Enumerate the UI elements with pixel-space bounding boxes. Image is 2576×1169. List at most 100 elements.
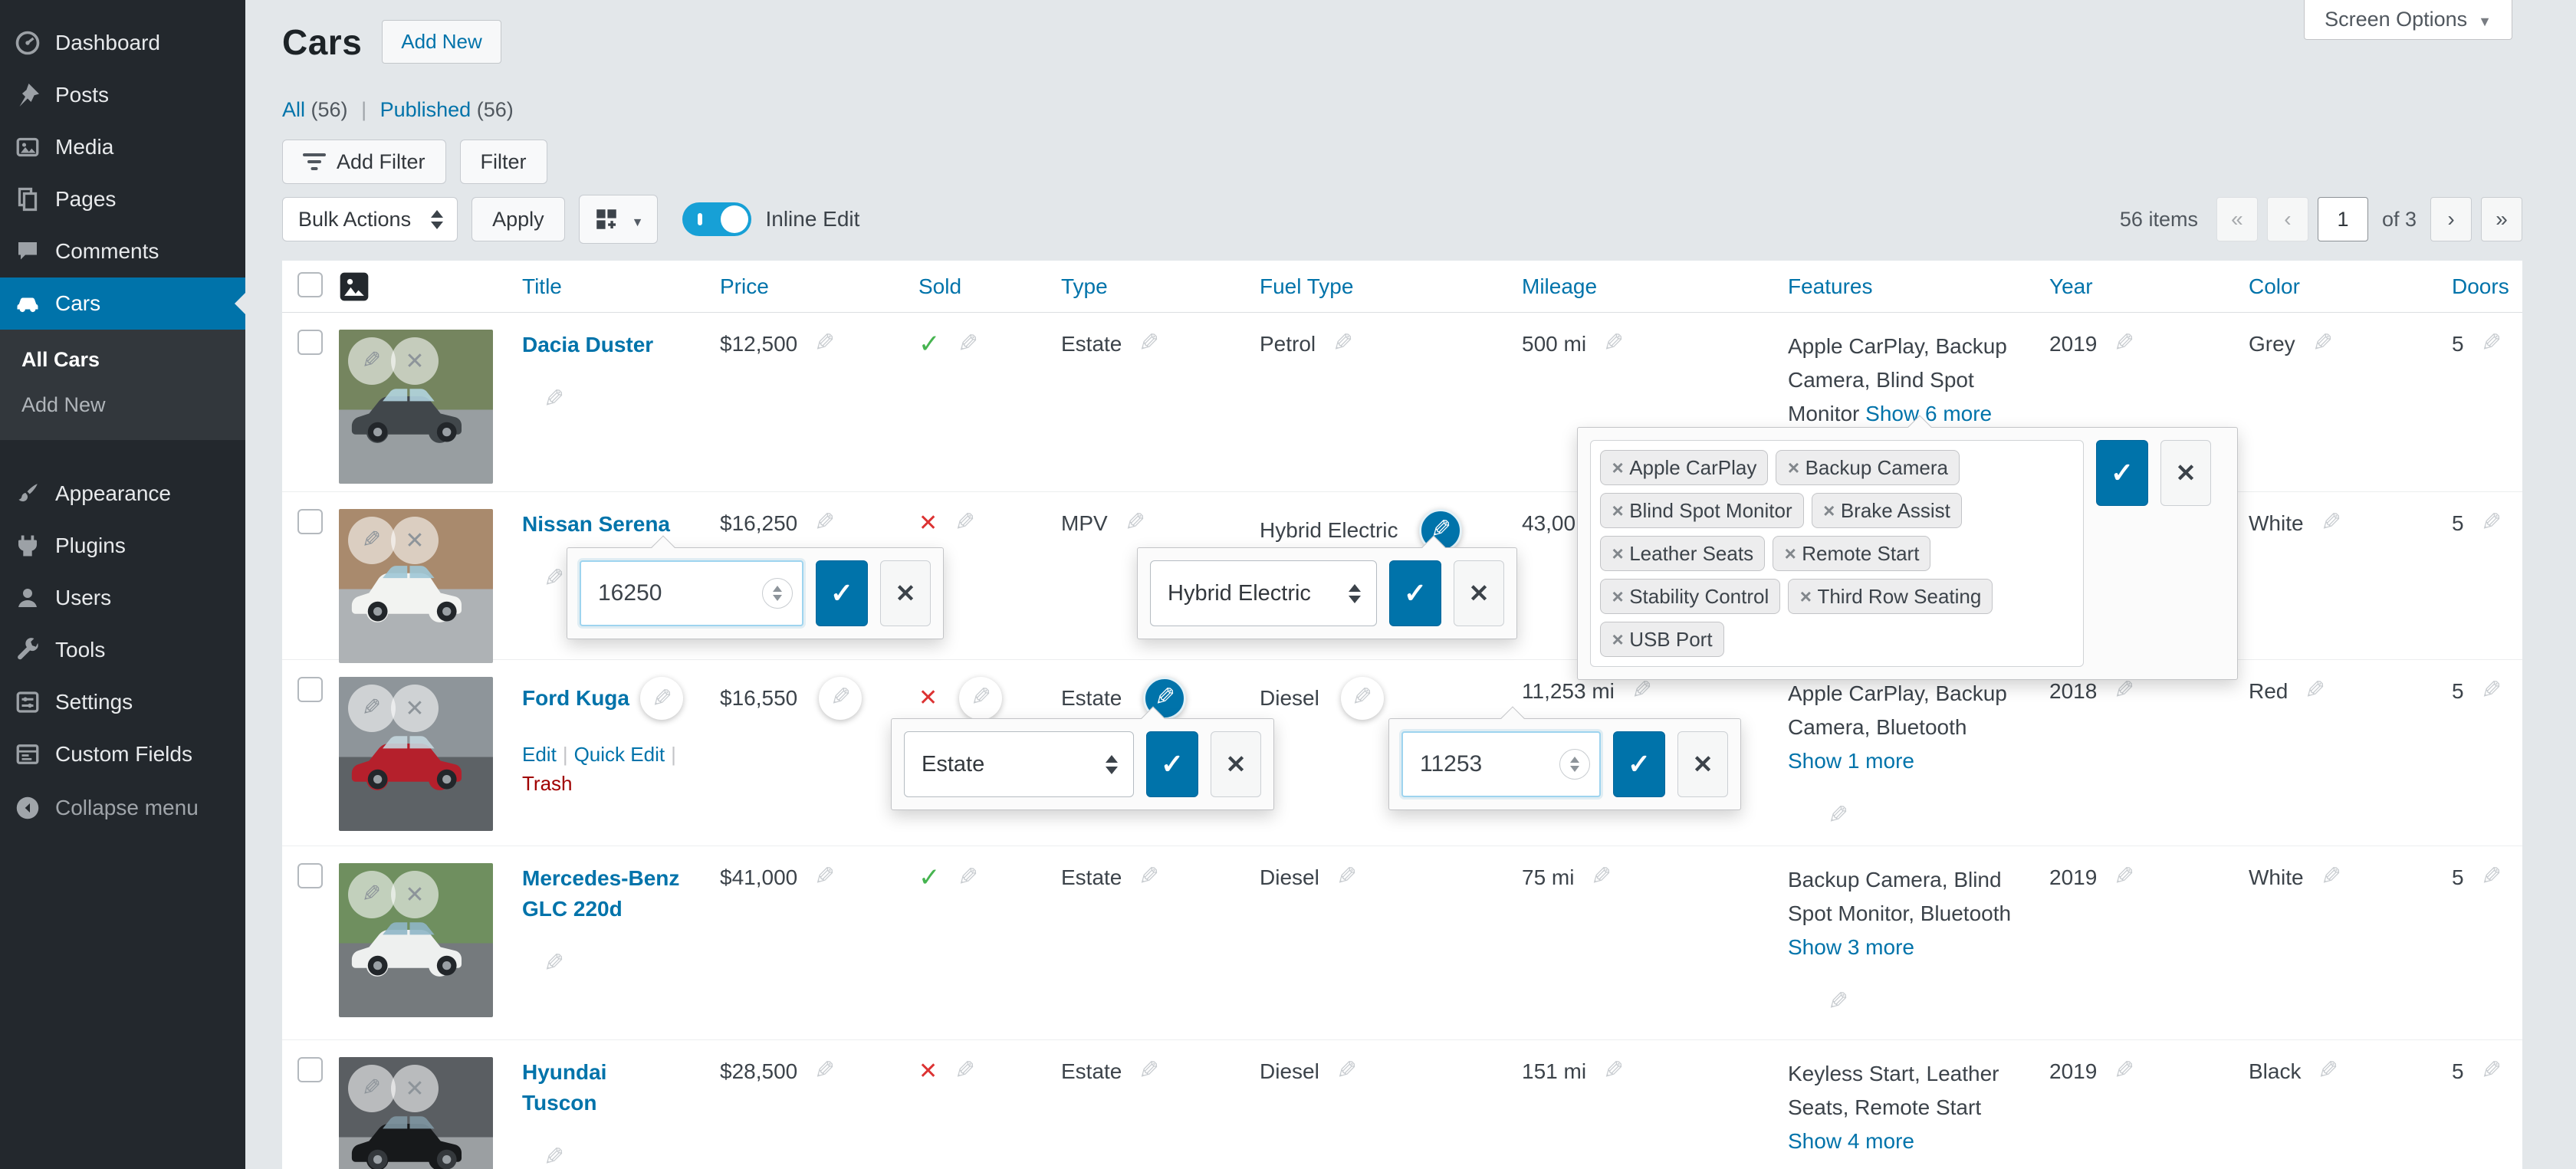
- type-edit-pencil-icon[interactable]: [1138, 863, 1159, 892]
- layout-switcher-button[interactable]: [578, 195, 659, 244]
- sold-edit-pencil-icon[interactable]: [955, 509, 975, 538]
- car-thumbnail[interactable]: [339, 509, 493, 663]
- confirm-button[interactable]: [1146, 731, 1198, 797]
- fuel-edit-pencil-icon[interactable]: [1332, 330, 1353, 359]
- doors-edit-pencil-icon[interactable]: [2481, 509, 2502, 538]
- car-thumbnail[interactable]: [339, 863, 493, 1017]
- mileage-edit-input[interactable]: [1401, 731, 1601, 797]
- cancel-button[interactable]: [1211, 731, 1261, 797]
- column-header-features[interactable]: Features: [1788, 274, 1873, 298]
- doors-edit-pencil-icon[interactable]: [2481, 330, 2502, 359]
- type-edit-pencil-icon[interactable]: [1125, 509, 1145, 538]
- color-edit-pencil-icon[interactable]: [2318, 1057, 2338, 1086]
- remove-tag-icon[interactable]: [1612, 628, 1623, 652]
- number-spinner[interactable]: [1559, 749, 1590, 780]
- remove-tag-icon[interactable]: [1823, 499, 1835, 523]
- car-thumbnail[interactable]: [339, 677, 493, 831]
- remove-tag-icon[interactable]: [1612, 456, 1623, 480]
- column-header-price[interactable]: Price: [720, 274, 769, 298]
- submenu-item-add-new[interactable]: Add New: [21, 393, 106, 416]
- features-tag-input[interactable]: Apple CarPlay Backup Camera Blind Spot M…: [1590, 440, 2084, 667]
- price-edit-pencil-icon[interactable]: [814, 330, 835, 359]
- add-filter-button[interactable]: Add Filter: [282, 140, 446, 184]
- feature-tag[interactable]: Backup Camera: [1776, 450, 1960, 485]
- row-checkbox[interactable]: [297, 509, 323, 534]
- feature-tag[interactable]: Blind Spot Monitor: [1600, 493, 1804, 528]
- fuel-type-select[interactable]: Hybrid Electric: [1150, 560, 1377, 626]
- feature-tag[interactable]: Remote Start: [1773, 536, 1931, 571]
- show-more-features-link[interactable]: Show 1 more: [1788, 749, 1914, 773]
- type-edit-pencil-icon[interactable]: [1138, 330, 1159, 359]
- mileage-edit-pencil-icon[interactable]: [1603, 1057, 1624, 1086]
- title-edit-pencil-icon[interactable]: [544, 386, 564, 411]
- confirm-button[interactable]: [1613, 731, 1665, 797]
- select-all-checkbox[interactable]: [297, 271, 323, 297]
- row-title-link[interactable]: Dacia Duster: [522, 333, 654, 356]
- sidebar-item-posts[interactable]: Posts: [0, 69, 245, 121]
- sidebar-item-plugins[interactable]: Plugins: [0, 520, 245, 572]
- price-edit-pencil-icon[interactable]: [819, 677, 863, 720]
- row-checkbox[interactable]: [297, 1057, 323, 1082]
- price-edit-pencil-icon[interactable]: [814, 863, 835, 892]
- current-page-input[interactable]: [2317, 197, 2368, 241]
- last-page-button[interactable]: »: [2481, 197, 2522, 241]
- year-edit-pencil-icon[interactable]: [2114, 863, 2134, 892]
- confirm-button[interactable]: [2096, 440, 2148, 506]
- fuel-edit-pencil-icon[interactable]: [1336, 1057, 1357, 1086]
- row-checkbox[interactable]: [297, 863, 323, 888]
- image-remove-icon[interactable]: [391, 685, 439, 732]
- color-edit-pencil-icon[interactable]: [2305, 677, 2325, 706]
- fuel-edit-pencil-icon[interactable]: [1340, 677, 1384, 720]
- sidebar-item-settings[interactable]: Settings: [0, 676, 245, 728]
- cancel-button[interactable]: [880, 560, 931, 626]
- row-title-link[interactable]: Ford Kuga: [522, 686, 629, 710]
- sidebar-item-pages[interactable]: Pages: [0, 173, 245, 225]
- title-edit-pencil-icon[interactable]: [640, 677, 683, 720]
- show-more-features-link[interactable]: Show 6 more: [1865, 402, 1993, 425]
- image-remove-icon[interactable]: [391, 1065, 439, 1112]
- sidebar-item-media[interactable]: Media: [0, 121, 245, 173]
- show-more-features-link[interactable]: Show 4 more: [1788, 1129, 1914, 1153]
- image-edit-icon[interactable]: [348, 337, 396, 385]
- remove-tag-icon[interactable]: [1787, 456, 1799, 480]
- apply-button[interactable]: Apply: [472, 197, 565, 241]
- row-checkbox[interactable]: [297, 677, 323, 702]
- column-header-sold[interactable]: Sold: [918, 274, 962, 298]
- column-header-doors[interactable]: Doors: [2452, 274, 2509, 298]
- sold-edit-pencil-icon[interactable]: [958, 864, 978, 893]
- column-header-title[interactable]: Title: [522, 274, 562, 298]
- sidebar-item-cars[interactable]: Cars: [0, 277, 245, 330]
- prev-page-button[interactable]: ‹: [2266, 197, 2308, 241]
- feature-tag[interactable]: Leather Seats: [1600, 536, 1766, 571]
- image-remove-icon[interactable]: [391, 337, 439, 385]
- confirm-button[interactable]: [816, 560, 868, 626]
- sidebar-item-tools[interactable]: Tools: [0, 624, 245, 676]
- column-header-year[interactable]: Year: [2049, 274, 2093, 298]
- mileage-edit-pencil-icon[interactable]: [1631, 677, 1652, 706]
- sold-edit-pencil-icon[interactable]: [955, 1057, 975, 1086]
- first-page-button[interactable]: «: [2216, 197, 2258, 241]
- column-header-fuel-type[interactable]: Fuel Type: [1260, 274, 1354, 298]
- view-all-link[interactable]: All: [282, 98, 306, 121]
- confirm-button[interactable]: [1389, 560, 1441, 626]
- color-edit-pencil-icon[interactable]: [2312, 330, 2333, 359]
- mileage-edit-pencil-icon[interactable]: [1603, 330, 1624, 359]
- features-edit-pencil-icon[interactable]: [1828, 803, 2016, 827]
- sidebar-item-comments[interactable]: Comments: [0, 225, 245, 277]
- view-published-link[interactable]: Published: [380, 98, 472, 121]
- remove-tag-icon[interactable]: [1612, 499, 1623, 523]
- column-header-color[interactable]: Color: [2249, 274, 2300, 298]
- quick-edit-link[interactable]: Quick Edit: [573, 743, 665, 766]
- price-edit-pencil-icon[interactable]: [814, 509, 835, 538]
- mileage-edit-pencil-icon[interactable]: [1591, 863, 1612, 892]
- color-edit-pencil-icon[interactable]: [2321, 863, 2341, 892]
- submenu-item-all-cars[interactable]: All Cars: [21, 348, 100, 371]
- row-title-link[interactable]: Nissan Serena: [522, 512, 670, 536]
- feature-tag[interactable]: Stability Control: [1600, 579, 1781, 614]
- year-edit-pencil-icon[interactable]: [2114, 677, 2134, 706]
- column-header-type[interactable]: Type: [1061, 274, 1108, 298]
- row-title-link[interactable]: Mercedes-Benz GLC 220d: [522, 866, 680, 921]
- sold-edit-pencil-icon[interactable]: [959, 677, 1003, 720]
- sidebar-item-appearance[interactable]: Appearance: [0, 468, 245, 520]
- car-thumbnail[interactable]: [339, 1057, 493, 1169]
